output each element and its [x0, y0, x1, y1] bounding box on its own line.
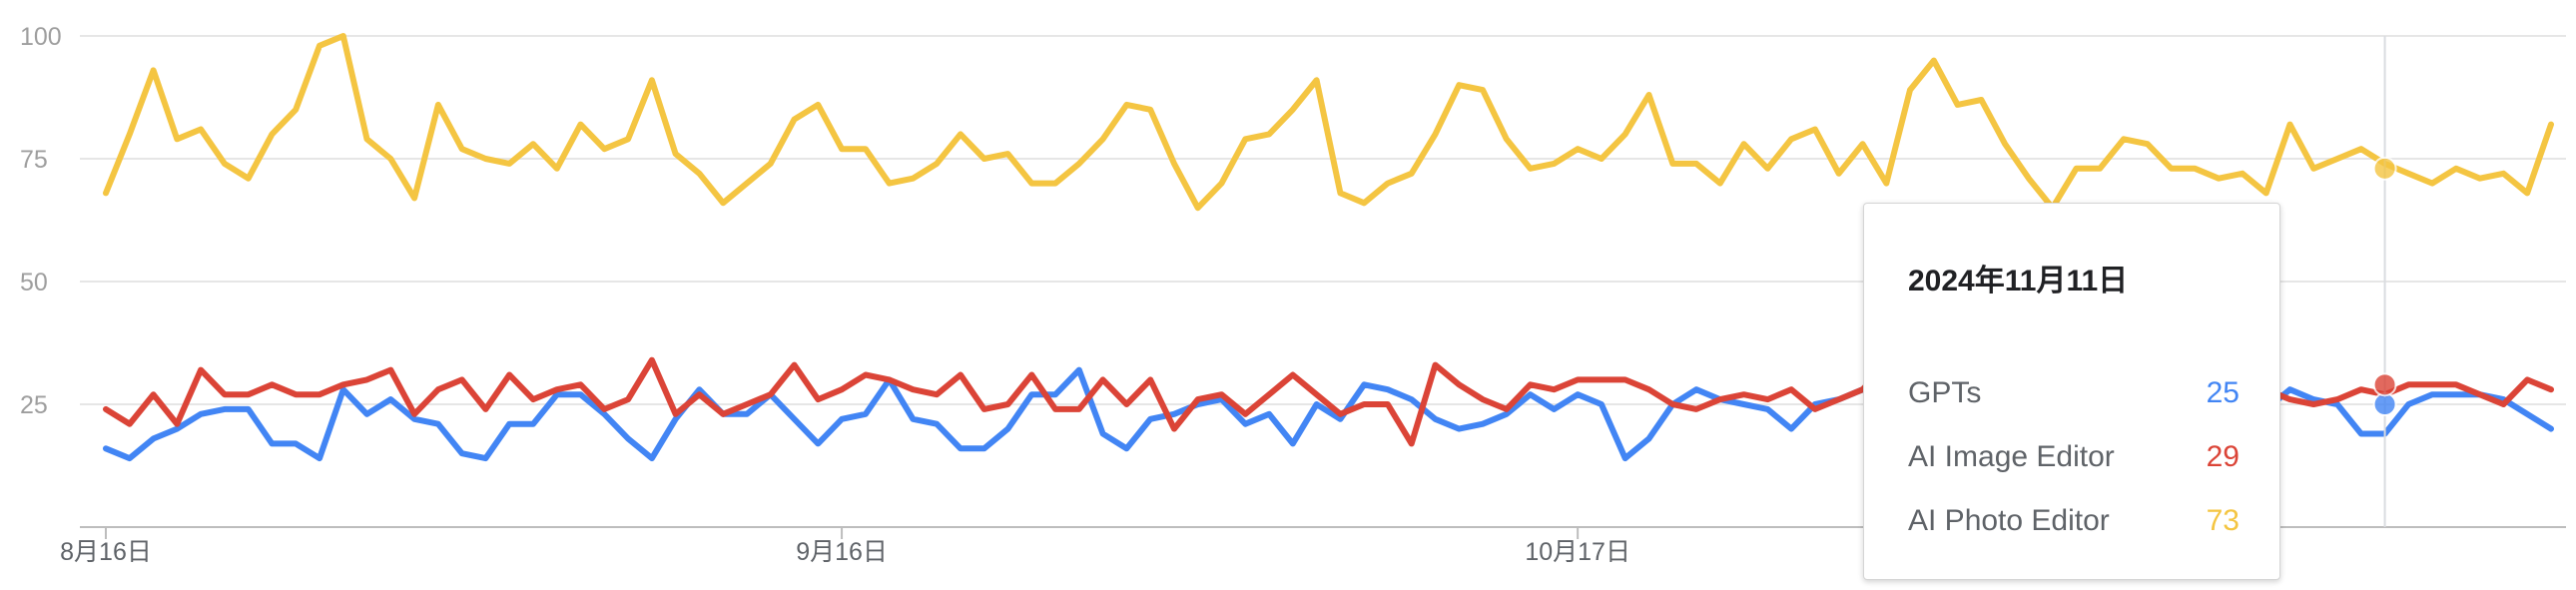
tooltip-value-ai-image-editor: 29: [2206, 440, 2240, 473]
tooltip-row-ai-image-editor: AI Image Editor 29: [1908, 425, 2240, 489]
y-tick-label-50: 50: [20, 269, 48, 296]
tooltip-label-gpts: GPTs: [1908, 376, 1982, 409]
hover-layer: [2372, 36, 2397, 527]
tooltip-value-ai-photo-editor: 73: [2206, 504, 2240, 537]
hover-point-ai-photo-editor: [2372, 156, 2397, 181]
y-tick-label-100: 100: [20, 23, 62, 51]
tooltip-label-ai-photo-editor: AI Photo Editor: [1908, 504, 2110, 537]
tooltip: 2024年11月11日 GPTs 25 AI Image Editor 29 A…: [1863, 203, 2280, 580]
series-line-ai-photo-editor[interactable]: [103, 33, 2554, 212]
y-axis-ticks: 25 50 75 100: [20, 23, 62, 419]
tooltip-date: 2024年11月11日: [1908, 265, 2129, 297]
y-tick-label-25: 25: [20, 391, 48, 419]
x-tick-label-0: 8月16日: [60, 538, 152, 566]
x-tick-label-1: 9月16日: [796, 538, 888, 566]
hover-point-ai-image-editor: [2372, 372, 2397, 397]
y-tick-label-75: 75: [20, 146, 48, 174]
tooltip-label-ai-image-editor: AI Image Editor: [1908, 440, 2115, 473]
tooltip-value-gpts: 25: [2206, 376, 2240, 409]
x-tick-label-2: 10月17日: [1525, 538, 1630, 566]
tooltip-row-ai-photo-editor: AI Photo Editor 73: [1908, 489, 2240, 553]
tooltip-row-gpts: GPTs 25: [1908, 361, 2240, 425]
